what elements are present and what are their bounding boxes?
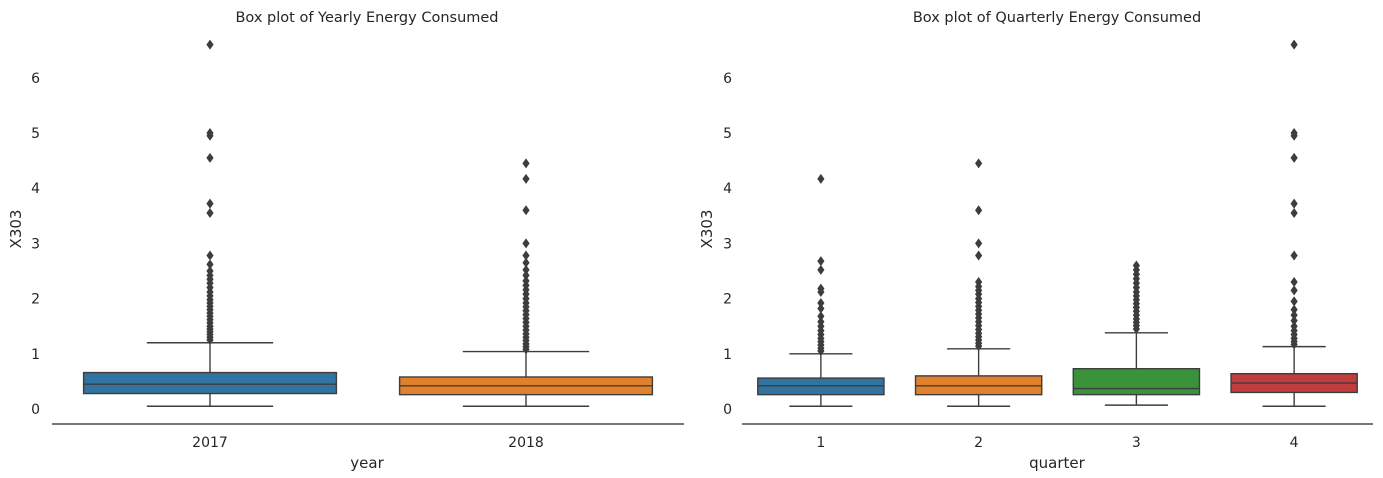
outlier-point <box>1290 304 1298 315</box>
x-tick-label: 2 <box>974 435 983 451</box>
outlier-point <box>817 346 825 357</box>
outlier-point <box>1132 323 1140 334</box>
outlier-point <box>817 303 825 314</box>
outlier-point <box>975 158 983 169</box>
outlier-point <box>206 152 214 163</box>
outlier-point <box>1290 152 1298 163</box>
outlier-point <box>817 173 825 184</box>
y-axis-ticks: 0 1 2 3 4 5 6 <box>723 71 732 418</box>
outlier-point <box>1290 39 1298 50</box>
outlier-point <box>522 257 530 268</box>
outlier-point <box>206 39 214 50</box>
outlier-point <box>206 250 214 261</box>
y-tick-label: 4 <box>31 181 40 197</box>
y-tick-label: 3 <box>31 236 40 252</box>
y-tick-label: 2 <box>31 292 40 308</box>
outlier-point <box>975 238 983 249</box>
outlier-point <box>817 264 825 275</box>
chart-yearly: Box plot of Yearly Energy Consumed 0 1 2 3 4… <box>7 10 684 472</box>
y-tick-label: 6 <box>723 71 732 87</box>
y-tick-label: 1 <box>723 347 732 363</box>
outlier-point <box>206 208 214 219</box>
outlier-point <box>817 256 825 267</box>
outlier-point <box>975 341 983 352</box>
box-1 <box>757 173 885 407</box>
box-3 <box>1072 260 1201 406</box>
outlier-point <box>522 344 530 355</box>
outlier-point <box>817 311 825 322</box>
outlier-point <box>522 250 530 261</box>
x-axis-ticks: 1 2 3 4 <box>816 435 1298 451</box>
chart-title: Box plot of Yearly Energy Consumed <box>235 10 498 26</box>
chart-title: Box plot of Quarterly Energy Consumed <box>913 10 1201 26</box>
y-axis-ticks: 0 1 2 3 4 5 6 <box>31 71 40 418</box>
outlier-point <box>1290 277 1298 288</box>
y-tick-label: 6 <box>31 71 40 87</box>
outlier-point <box>522 158 530 169</box>
outlier-point <box>522 270 530 281</box>
y-tick-label: 5 <box>723 126 732 142</box>
outlier-point <box>522 238 530 249</box>
box-2017 <box>82 39 338 407</box>
outlier-point <box>975 205 983 216</box>
outlier-point <box>1290 250 1298 261</box>
x-axis-label: year <box>350 454 384 472</box>
x-tick-label: 2018 <box>508 435 544 451</box>
y-axis-label: X303 <box>698 210 716 249</box>
outlier-point <box>206 130 214 141</box>
x-tick-label: 1 <box>816 435 825 451</box>
y-tick-label: 1 <box>31 347 40 363</box>
y-tick-label: 5 <box>31 126 40 142</box>
x-axis-ticks: 2017 2018 <box>192 435 544 451</box>
outlier-point <box>522 205 530 216</box>
outlier-point <box>206 198 214 209</box>
x-tick-label: 4 <box>1290 435 1299 451</box>
y-tick-label: 4 <box>723 181 732 197</box>
outlier-point <box>1290 208 1298 219</box>
outlier-point <box>1290 339 1298 350</box>
boxes <box>757 39 1358 407</box>
outlier-point <box>975 250 983 261</box>
box-2 <box>914 158 1043 407</box>
box-4 <box>1230 39 1358 407</box>
outlier-point <box>206 259 214 270</box>
y-tick-label: 0 <box>723 402 732 418</box>
outlier-point <box>817 286 825 297</box>
outlier-point <box>522 264 530 275</box>
y-tick-label: 2 <box>723 292 732 308</box>
x-axis-label: quarter <box>1029 454 1085 472</box>
outlier-point <box>1290 296 1298 307</box>
box-iqr <box>1072 368 1201 396</box>
outlier-point <box>522 173 530 184</box>
x-tick-label: 2017 <box>192 435 228 451</box>
box-iqr <box>82 371 338 395</box>
box-2018 <box>398 158 654 407</box>
outlier-point <box>1290 198 1298 209</box>
chart-quarterly: Box plot of Quarterly Energy Consumed 0 1… <box>698 10 1373 472</box>
outlier-point <box>1290 315 1298 326</box>
outlier-point <box>1290 285 1298 296</box>
outlier-point <box>1290 310 1298 321</box>
y-axis-label: X303 <box>7 210 25 249</box>
y-tick-label: 3 <box>723 236 732 252</box>
outlier-point <box>206 335 214 345</box>
outlier-point <box>817 298 825 309</box>
boxes <box>82 39 654 407</box>
y-tick-label: 0 <box>31 402 40 418</box>
outlier-point <box>1290 130 1298 141</box>
x-tick-label: 3 <box>1132 435 1141 451</box>
